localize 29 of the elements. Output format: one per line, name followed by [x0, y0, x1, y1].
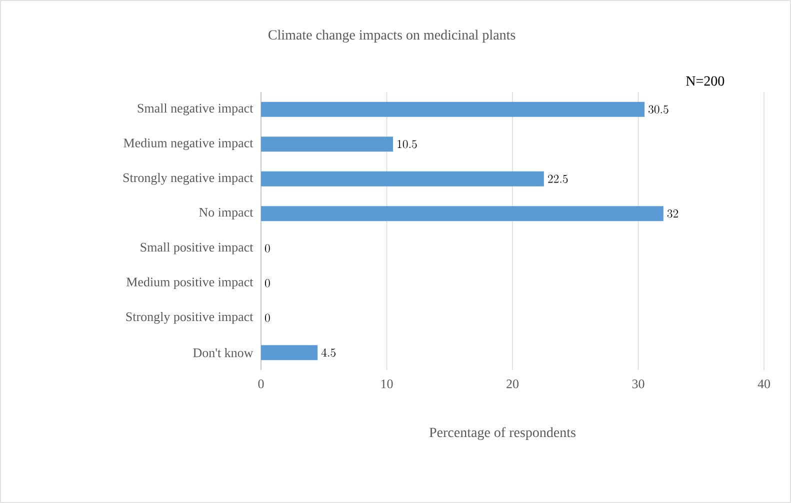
x-tick-label: 10 [381, 380, 393, 388]
data-label: 0 [265, 244, 270, 252]
bar [261, 171, 544, 186]
y-tick-label: Strongly positive impact [126, 312, 254, 324]
data-label: 0 [265, 314, 270, 322]
bar [261, 345, 318, 360]
y-tick-label: Medium positive impact [126, 277, 254, 290]
bar [261, 102, 645, 117]
data-label: 30.5 [648, 105, 668, 114]
y-tick-label: Strongly negative impact [123, 172, 254, 185]
x-tick-label: 20 [506, 380, 519, 388]
data-label: 32 [667, 210, 678, 218]
bar [261, 136, 394, 152]
y-tick-label: Don't know [193, 348, 254, 358]
x-axis-title: Percentage of respondents [429, 427, 576, 440]
chart-title: Climate change impacts on medicinal plants [268, 30, 516, 42]
y-tick-label: Medium negative impact [124, 138, 254, 150]
x-tick-label: 0 [258, 380, 264, 388]
data-label: 4.5 [321, 348, 336, 357]
y-tick-label: No impact [199, 208, 254, 220]
bar [261, 206, 664, 222]
x-tick-label: 30 [632, 380, 644, 388]
x-tick-label: 40 [758, 380, 770, 388]
y-tick-label: Small positive impact [140, 242, 254, 254]
data-label: 0 [265, 279, 270, 288]
data-label: 22.5 [548, 174, 568, 183]
data-label: 10.5 [398, 140, 417, 148]
y-tick-label: Small negative impact [138, 103, 254, 116]
text: N=200 [686, 76, 724, 86]
